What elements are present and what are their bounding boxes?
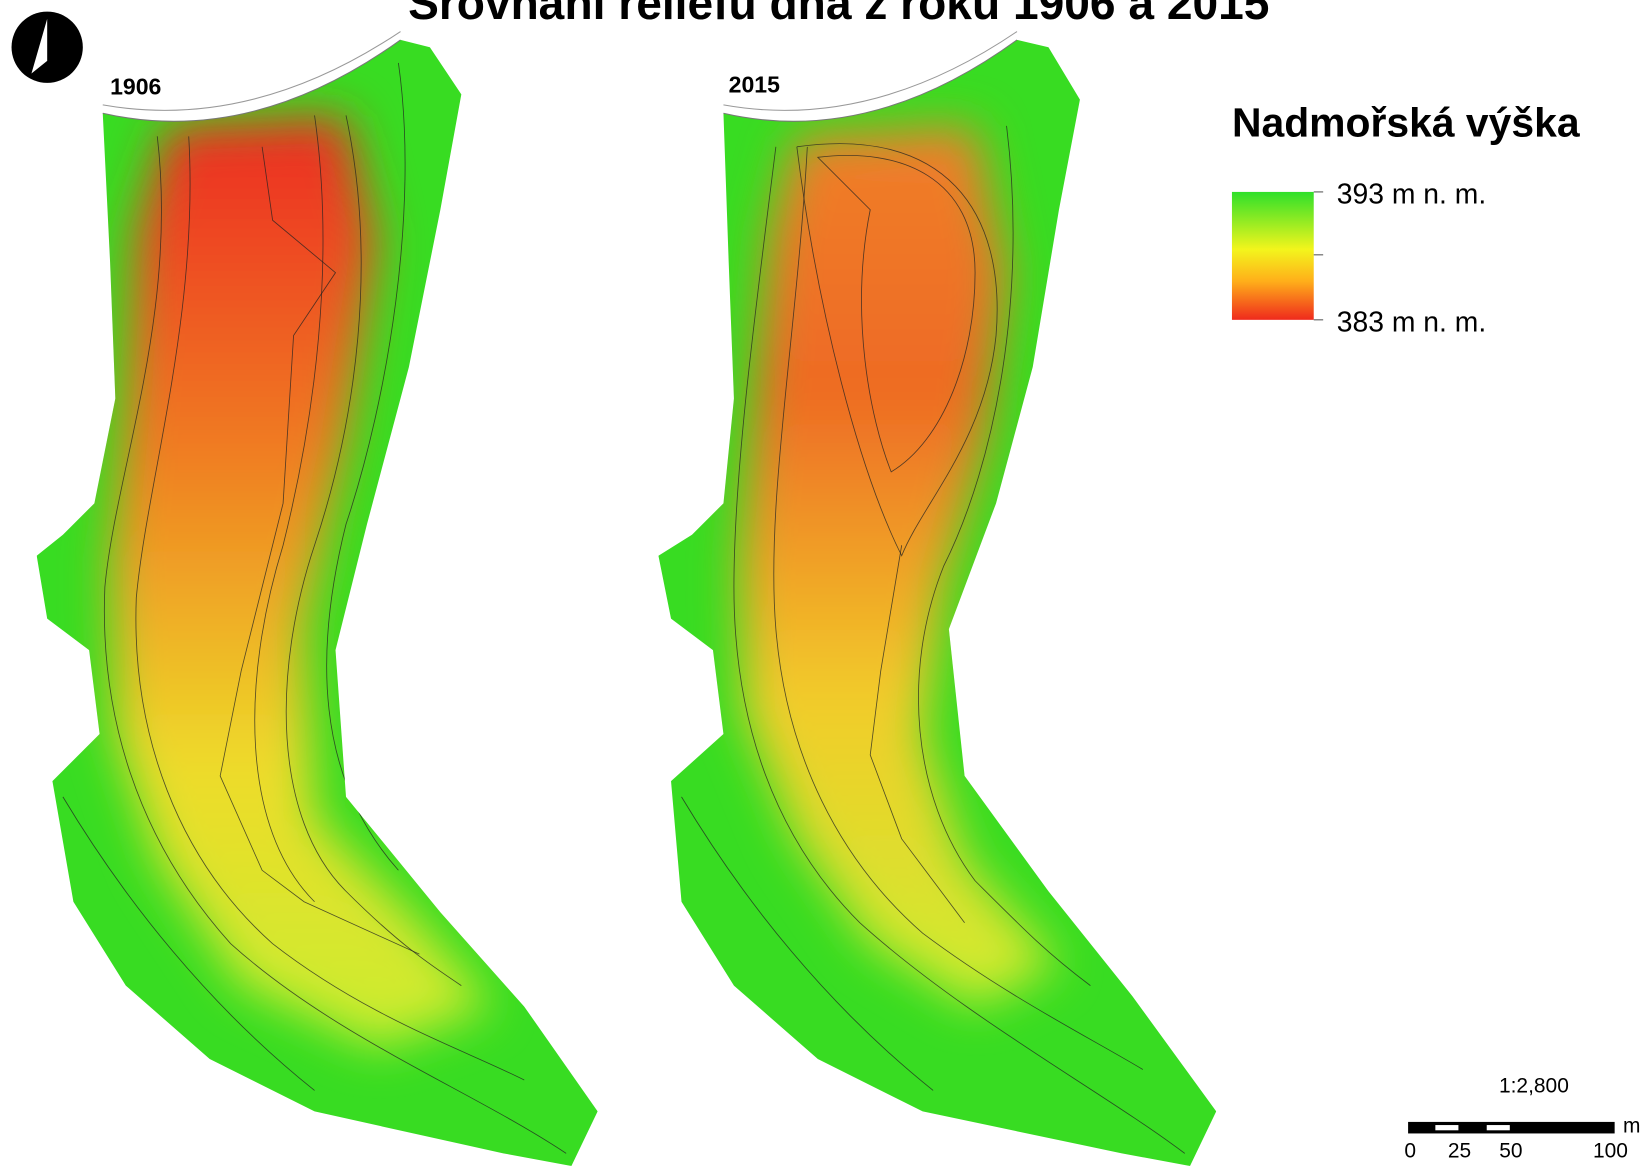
scale-unit: m [1623,1114,1640,1137]
scale-tick: 25 [1448,1140,1471,1163]
relief-2015 [629,0,1258,1166]
map-label: 2015 [729,71,780,97]
scale-tick: 0 [1404,1140,1416,1163]
scale-tick: 100 [1593,1140,1628,1163]
scale-ratio: 1:2,800 [1499,1075,1569,1098]
legend-max-label: 393 m n. m. [1337,177,1486,209]
map-page: Srovnání reliéfu dna z roku 1906 a 2015 … [0,0,1644,1166]
legend-title: Nadmořská výška [1232,99,1580,145]
map-label: 1906 [110,73,161,99]
scale-tick: 50 [1499,1140,1522,1163]
legend-min-label: 383 m n. m. [1337,305,1486,337]
north-arrow [12,12,83,83]
legend-ramp [1232,192,1314,320]
map-title: Srovnání reliéfu dna z roku 1906 a 2015 [408,0,1269,29]
legend: Nadmořská výška 393 m n. m. 383 m n. m. [1232,99,1580,337]
scale-bar: 1:2,800 m 0 25 50 100 [1404,1075,1640,1163]
relief-1906 [0,0,650,1166]
